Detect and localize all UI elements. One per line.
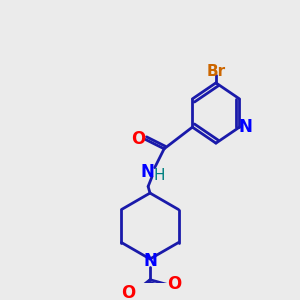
Text: N: N bbox=[143, 252, 157, 270]
Text: N: N bbox=[238, 118, 252, 136]
Text: H: H bbox=[154, 168, 165, 183]
Text: O: O bbox=[130, 130, 145, 148]
Text: O: O bbox=[121, 284, 136, 300]
Text: O: O bbox=[167, 275, 182, 293]
Text: Br: Br bbox=[206, 64, 226, 79]
Text: N: N bbox=[140, 163, 154, 181]
